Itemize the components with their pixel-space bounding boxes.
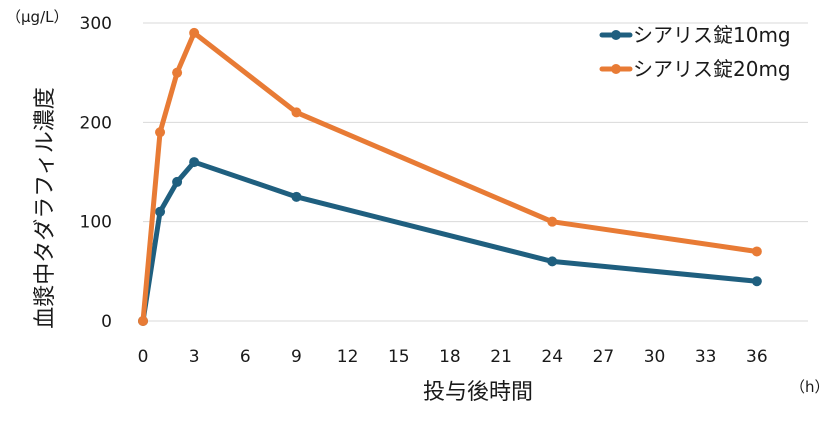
x-axis-ticks: 0 3 6 9 12 15 18 21 24 27 30 33 36 (138, 347, 768, 367)
series-line-1 (140, 159, 760, 324)
y-axis-unit: （μg/L） (6, 8, 68, 26)
x-tick-label: 24 (541, 347, 563, 367)
x-tick-label: 36 (746, 347, 768, 367)
data-point (751, 276, 762, 287)
x-tick-label: 21 (490, 347, 512, 367)
data-point (547, 216, 558, 227)
data-point (291, 191, 302, 202)
data-point (547, 256, 558, 267)
x-tick-label: 33 (695, 347, 717, 367)
x-tick-label: 6 (240, 347, 251, 367)
data-point (189, 27, 200, 38)
y-tick-label: 300 (80, 14, 112, 34)
grid-lines (143, 22, 808, 322)
data-point (138, 316, 148, 326)
data-point (291, 107, 302, 118)
x-tick-label: 18 (439, 347, 461, 367)
legend-label-2: シアリス錠20mg (633, 57, 791, 81)
legend: シアリス錠10mg シアリス錠20mg (599, 23, 791, 81)
x-tick-label: 0 (138, 347, 149, 367)
y-tick-label: 100 (80, 213, 112, 233)
legend-marker-2 (611, 64, 621, 74)
y-axis-title: 血漿中タダラフィル濃度 (33, 87, 58, 329)
data-point (751, 246, 762, 257)
y-tick-label: 200 (80, 113, 112, 133)
data-point (155, 206, 166, 217)
data-point (172, 176, 183, 187)
x-tick-label: 12 (337, 347, 359, 367)
legend-label-1: シアリス錠10mg (633, 23, 791, 47)
x-tick-label: 15 (388, 347, 410, 367)
x-axis-unit: （h） (790, 378, 830, 396)
series-group (138, 27, 762, 326)
y-axis-ticks: 0 100 200 300 (80, 14, 112, 332)
x-tick-label: 3 (189, 347, 200, 367)
x-tick-label: 27 (593, 347, 615, 367)
x-tick-label: 30 (644, 347, 666, 367)
data-point (172, 67, 183, 78)
y-tick-label: 0 (101, 312, 112, 332)
x-tick-label: 9 (291, 347, 302, 367)
data-point (155, 127, 166, 138)
legend-marker-1 (611, 30, 621, 40)
x-axis-title: 投与後時間 (423, 380, 533, 405)
data-point (189, 157, 200, 168)
